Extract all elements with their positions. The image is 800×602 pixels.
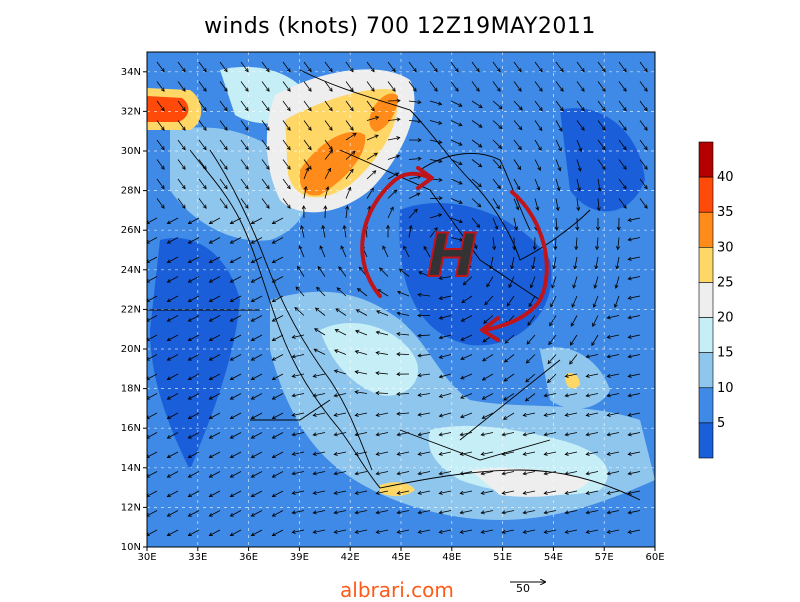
lat-label: 32N bbox=[121, 106, 141, 117]
colorbar-label: 15 bbox=[717, 346, 734, 361]
lon-label: 48E bbox=[442, 552, 461, 563]
lat-label: 16N bbox=[121, 423, 141, 434]
watermark: albrari.com bbox=[340, 578, 454, 602]
reference-vector-label: 50 bbox=[516, 582, 530, 595]
lat-label: 18N bbox=[121, 384, 141, 395]
lat-label: 22N bbox=[121, 304, 141, 315]
lon-label: 54E bbox=[544, 552, 563, 563]
colorbar-swatch bbox=[699, 177, 713, 212]
lon-label: 45E bbox=[391, 552, 410, 563]
lat-label: 28N bbox=[121, 186, 141, 197]
colorbar-label: 35 bbox=[717, 205, 734, 220]
high-pressure-symbol: H bbox=[427, 221, 477, 291]
colorbar-swatch bbox=[699, 142, 713, 177]
colorbar-swatch bbox=[699, 282, 713, 317]
lat-label: 30N bbox=[121, 146, 141, 157]
colorbar-swatch bbox=[699, 318, 713, 353]
lon-label: 60E bbox=[645, 552, 664, 563]
lon-label: 33E bbox=[188, 552, 207, 563]
lon-label: 39E bbox=[290, 552, 309, 563]
colorbar-swatch bbox=[699, 353, 713, 388]
lon-label: 51E bbox=[493, 552, 512, 563]
colorbar-label: 25 bbox=[717, 275, 734, 290]
lon-label: 36E bbox=[239, 552, 258, 563]
lon-label: 30E bbox=[137, 552, 156, 563]
colorbar: 5 10 15 20 25 30 35 40 bbox=[699, 142, 734, 458]
colorbar-label: 20 bbox=[717, 311, 734, 326]
colorbar-swatch bbox=[699, 212, 713, 247]
lat-label: 26N bbox=[121, 225, 141, 236]
colorbar-label: 10 bbox=[717, 381, 734, 396]
colorbar-label: 5 bbox=[717, 416, 725, 431]
lon-label: 57E bbox=[595, 552, 614, 563]
lat-label: 12N bbox=[121, 502, 141, 513]
colorbar-swatch bbox=[699, 423, 713, 458]
colorbar-swatch bbox=[699, 388, 713, 423]
lat-label: 20N bbox=[121, 344, 141, 355]
lon-label: 42E bbox=[341, 552, 360, 563]
lat-label: 14N bbox=[121, 463, 141, 474]
colorbar-label: 30 bbox=[717, 240, 734, 255]
lat-label: 34N bbox=[121, 67, 141, 78]
lat-label: 24N bbox=[121, 265, 141, 276]
colorbar-label: 40 bbox=[717, 170, 734, 185]
longitude-axis: 30E 33E 36E 39E 42E 45E 48E 51E 54E 57E 60E bbox=[137, 547, 664, 563]
colorbar-swatch bbox=[699, 247, 713, 282]
